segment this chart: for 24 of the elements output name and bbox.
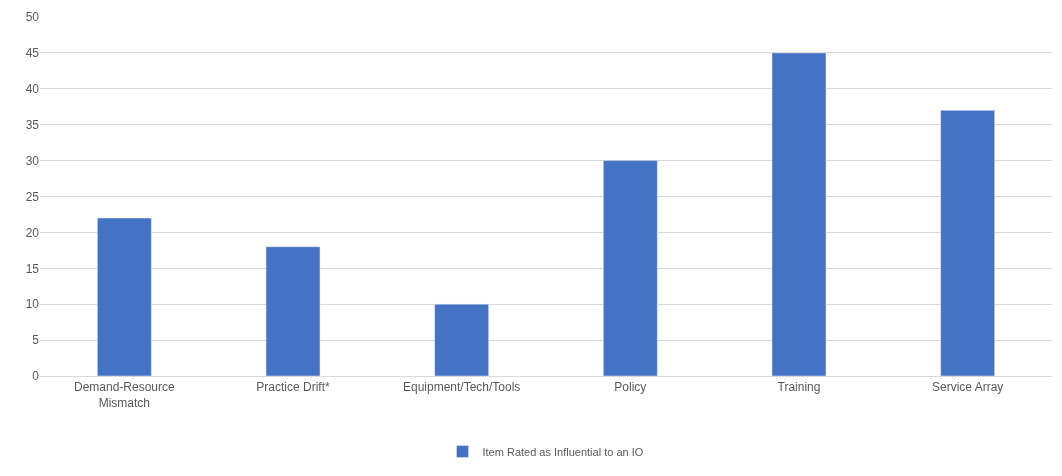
y-tick-label: 35 [25, 117, 40, 132]
x-tick-label: Practice Drift* [256, 380, 330, 395]
x-tick-label: Policy [614, 380, 647, 395]
y-tick-label: 10 [25, 297, 40, 312]
y-tick-label: 25 [25, 189, 40, 204]
x-tick-label: Demand-Resource Mismatch [73, 380, 176, 410]
y-tick-label: 20 [25, 225, 40, 240]
x-tick-label: Training [777, 380, 821, 395]
y-tick-label: 5 [32, 333, 40, 348]
bar [771, 52, 827, 376]
bar [603, 160, 658, 376]
y-tick-label: 45 [25, 46, 40, 61]
x-tick-label: Equipment/Tech/Tools [402, 380, 521, 395]
bar [265, 246, 321, 376]
bar [434, 303, 489, 376]
bar [97, 217, 152, 376]
y-tick-label: 15 [25, 261, 40, 276]
x-tick-label: Service Array [931, 380, 1004, 395]
bar [940, 110, 995, 376]
legend-label: Item Rated as Influential to an IO [482, 445, 644, 458]
y-tick-label: 30 [25, 153, 40, 168]
y-tick-label: 40 [25, 82, 40, 96]
y-tick-label: 0 [32, 369, 40, 384]
y-tick-label: 50 [25, 10, 40, 25]
